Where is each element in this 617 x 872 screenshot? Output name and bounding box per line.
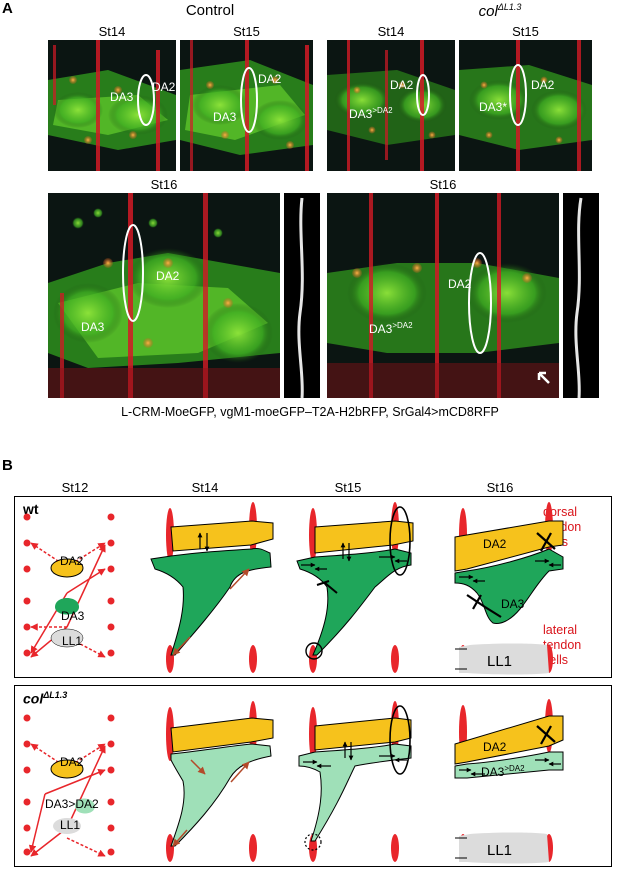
stage-header-st14: St14	[191, 480, 219, 495]
label-da3-to-da2: DA3>DA2	[369, 321, 413, 336]
stage-label-st14-mutant: St14	[377, 24, 405, 39]
control-title: Control	[185, 2, 235, 19]
panel-b-letter: B	[2, 457, 13, 474]
inset-grayscale-mutant	[563, 193, 599, 398]
stage-label-st16-control: St16	[150, 177, 178, 192]
label-da2: DA2	[156, 269, 180, 283]
stage-header-st15: St15	[334, 480, 362, 495]
stage-label-st14-control: St14	[98, 24, 126, 39]
stage-header-st12: St12	[61, 480, 89, 495]
st16-label-da3-to-da2: DA3>DA2	[481, 764, 525, 779]
mutant-label: colΔL1.3	[23, 690, 68, 707]
st12-label-da2: DA2	[60, 554, 84, 568]
st12-label-da3: DA3	[61, 609, 85, 623]
st16-label-ll1: LL1	[487, 653, 513, 670]
label-da3: DA3	[81, 320, 105, 334]
stage-label-st15-control: St15	[233, 24, 260, 39]
micrograph-st16-control: DA2 DA3	[48, 193, 280, 398]
panel-a-letter: A	[2, 0, 13, 17]
st12-label-ll1: LL1	[62, 634, 83, 648]
label-da2: DA2	[390, 78, 414, 92]
micrograph-st16-mutant: DA2 DA3>DA2	[327, 193, 559, 398]
label-da3-star: DA3*	[479, 100, 508, 114]
st12-label-ll1: LL1	[60, 818, 81, 832]
inset-grayscale-control	[284, 193, 320, 398]
micrograph-st14-mutant: DA2 DA3>DA2	[327, 40, 455, 171]
label-da2: DA2	[448, 277, 472, 291]
label-da2: DA2	[152, 80, 176, 94]
stage-header-st16: St16	[486, 480, 514, 495]
wt-label: wt	[23, 501, 39, 517]
micrograph-st14-control: DA3 DA2	[48, 40, 176, 171]
stage-label-st16-mutant: St16	[429, 177, 457, 192]
label-da3: DA3	[110, 90, 134, 104]
label-da3-to-da2: DA3>DA2	[349, 106, 393, 121]
st16-label-da2: DA2	[483, 537, 507, 551]
stage-label-st15-mutant: St15	[512, 24, 539, 39]
st12-label-da3-to-da2: DA3>DA2	[45, 797, 99, 811]
st16-label-ll1: LL1	[487, 842, 513, 859]
st12-label-da2: DA2	[60, 755, 84, 769]
label-da3: DA3	[213, 110, 237, 124]
label-da2: DA2	[258, 72, 282, 86]
micrograph-st15-control: DA2 DA3	[180, 40, 313, 171]
st16-label-da2: DA2	[483, 740, 507, 754]
mutant-title: colΔL1.3	[478, 2, 522, 20]
st16-label-da3: DA3	[501, 597, 525, 611]
micrograph-st15-mutant: DA2 DA3*	[459, 40, 592, 171]
genotype-caption: L-CRM-MoeGFP, vgM1-moeGFP–T2A-H2bRFP, Sr…	[121, 405, 499, 419]
label-da2: DA2	[531, 78, 555, 92]
mutant-schematic-box: colΔL1.3	[14, 685, 612, 867]
